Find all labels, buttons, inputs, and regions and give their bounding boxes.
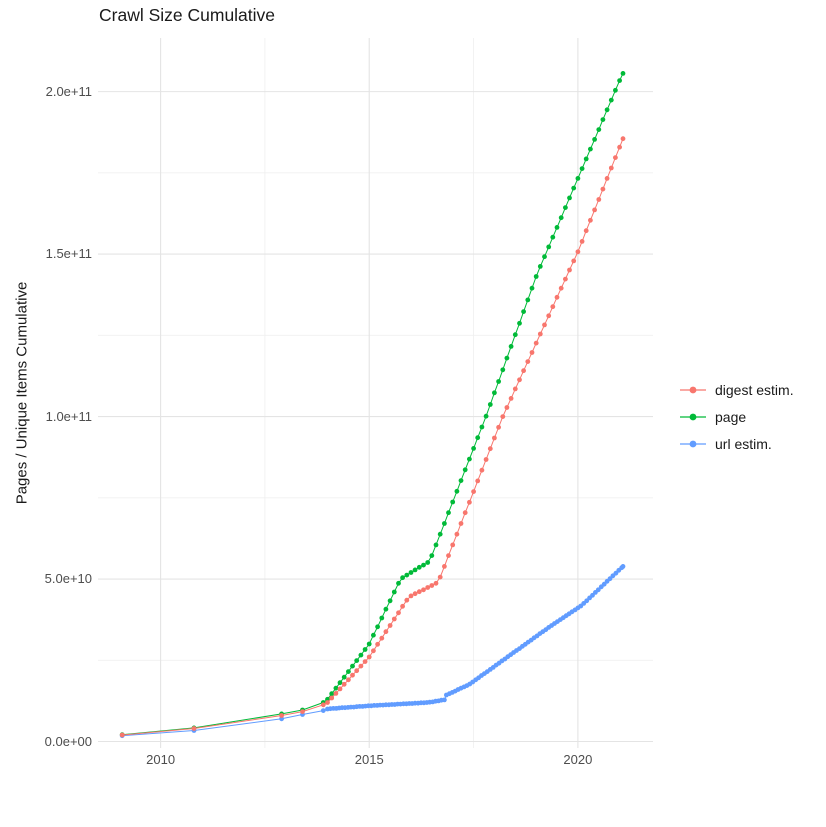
y-tick-label: 1.5e+11	[45, 246, 92, 262]
legend-item-url-estim: url estim.	[678, 435, 794, 453]
legend-item-page: page	[678, 408, 794, 426]
x-tick-label: 2020	[563, 752, 593, 767]
y-tick-label: 1.0e+11	[45, 408, 92, 424]
legend-item-digest-estim: digest estim.	[678, 381, 794, 399]
y-tick-label: 5.0e+10	[44, 571, 92, 587]
legend-label-url-estim: url estim.	[715, 436, 772, 452]
legend: digest estim. page url estim.	[678, 381, 794, 453]
legend-key-digest-icon	[680, 386, 706, 394]
legend-key-url-icon	[680, 440, 706, 448]
y-tick-label: 2.0e+11	[45, 83, 92, 99]
chart-title: Crawl Size Cumulative	[99, 5, 276, 25]
y-tick-label: 0.0e+00	[44, 733, 92, 749]
legend-label-page: page	[715, 409, 747, 425]
legend-label-digest-estim: digest estim.	[715, 382, 794, 398]
x-tick-label: 2015	[354, 752, 384, 767]
legend-key-page-icon	[680, 413, 706, 421]
x-tick-label: 2010	[146, 752, 176, 767]
